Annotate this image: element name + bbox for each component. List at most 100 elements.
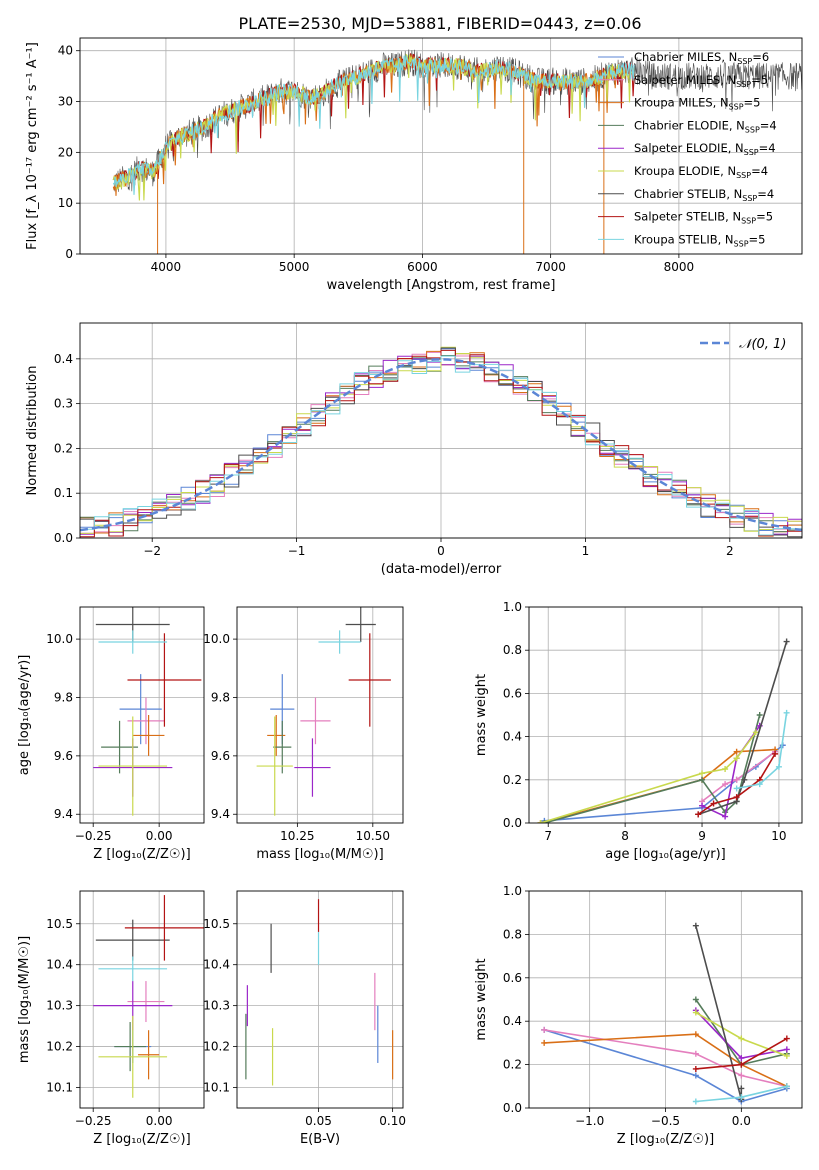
plot-area [537,638,790,823]
y-tick-label: 9.6 [211,749,230,763]
y-tick-label: 10 [58,196,73,210]
series-point [756,781,763,788]
series-point [783,638,790,645]
x-tick-label: 0.10 [379,1114,406,1128]
x-axis-label: Z [log₁₀(Z/Z☉)] [93,1132,190,1147]
y-tick-label: 0.2 [503,1058,522,1072]
series-point [710,800,717,807]
x-tick-label: 10.25 [280,829,314,843]
axes-frame [79,37,803,255]
panel-residuals: −2 −1 0 1 2 0.0 0.1 0.2 0.3 0.4 (data-model)/error… [25,322,803,577]
series-point [722,781,729,788]
x-tick-label: −0.5 [651,1114,680,1128]
y-tick-label: 20 [58,145,73,159]
y-tick-label: 1.0 [503,884,522,898]
series-point [783,1046,790,1053]
y-tick-label: 0.8 [503,927,522,941]
axes-frame [236,890,404,1109]
series-point [738,1035,745,1042]
panel-mass-weight-vs-Z: −1.0 −0.5 0.0 0.0 0.2 0.4 0.6 0.8 1.0 Z [log₁₀(Z/… [474,884,803,1147]
y-axis-label: mass [log₁₀(M/M☉)] [17,936,32,1063]
panel-mass-weight-vs-age: 7 8 9 10 0.0 0.2 0.4 0.6 0.8 1.0 age [log₁₀(age/yr… [474,600,803,862]
legend-value: =4 [760,118,777,132]
y-tick-label: 0.4 [503,1014,522,1028]
x-tick-label: −0.25 [75,1114,112,1128]
legend-value: =4 [759,141,776,155]
y-tick-label: 10.1 [203,1081,230,1095]
x-axis-label: (data-model)/error [381,562,502,577]
y-axis-label: mass weight [474,674,489,756]
legend-label: Kroupa STELIB, NSSP=5 [634,232,765,248]
series-line-salpeter-stelib [697,753,776,816]
series-point [692,922,699,929]
series-point [756,712,763,718]
x-axis-label: wavelength [Angstrom, rest frame] [327,278,556,293]
legend-subscript: SSP [734,239,749,248]
series-point [541,1039,548,1046]
series-line-chabrier-stelib [695,925,743,1100]
legend-value: =5 [756,210,773,224]
x-tick-label: 6000 [407,260,438,274]
x-tick-label: 10 [771,829,786,843]
y-tick-label: 10.3 [203,999,230,1013]
x-axis-label: Z [log₁₀(Z/Z☉)] [617,1132,714,1147]
panel-mass-vs-Z: −0.25 0.00 10.1 10.2 10.3 10.4 10.5 Z [log₁₀(Z/… [17,890,205,1147]
histogram-salpeter-stelib [80,349,802,538]
plot-area [245,899,394,1086]
series-point [733,776,740,783]
x-tick-label: −0.25 [75,829,112,843]
x-tick-label: 10.50 [356,829,390,843]
panel-age-vs-mass: 10.25 10.50 9.4 9.6 9.8 10.0 mass [log₁₀(M/M☉)… [203,606,404,862]
series-point [692,1065,699,1072]
y-tick-label: 0.0 [503,1101,522,1115]
x-tick-label: 0.05 [305,1114,332,1128]
series-point [783,1052,790,1059]
x-tick-label: 0.00 [146,829,173,843]
series-point [692,1098,699,1105]
y-tick-label: 0.1 [54,486,73,500]
x-tick-label: −1.0 [575,1114,604,1128]
y-tick-label: 10.1 [46,1081,73,1095]
legend-subscript: SSP [745,125,760,134]
x-tick-label: 4000 [151,260,182,274]
spectrum-line-kroupa-stelib [112,54,635,195]
x-tick-label: 0.0 [732,1114,751,1128]
x-tick-label: 8 [621,829,629,843]
plot-area [256,607,391,816]
y-tick-label: 0.0 [54,531,73,545]
x-tick-label: 7 [544,829,552,843]
x-tick-label: 8000 [664,260,695,274]
legend-label: Salpeter MILES, NSSP=5 [634,73,768,89]
x-tick-label: −2 [143,544,161,558]
y-tick-label: 0.6 [503,971,522,985]
y-tick-label: 10.0 [46,632,73,646]
y-tick-label: 10.2 [46,1040,73,1054]
panel-age-vs-Z: −0.25 0.00 9.4 9.6 9.8 10.0 Z [log₁₀(Z/Z☉)] age… [17,606,205,862]
axes-frame [79,322,803,539]
x-tick-label: 0.00 [146,1114,173,1128]
series-point [722,813,729,820]
spectrum-line-kroupa-miles [112,54,635,196]
legend-label: 𝒩(0, 1) [739,337,786,352]
series-point [772,750,779,757]
y-tick-label: 40 [58,44,73,58]
y-axis-label: age [log₁₀(age/yr)] [17,655,32,776]
series-point [537,820,544,823]
x-tick-label: 0 [437,544,445,558]
legend-value: =5 [749,232,766,246]
plot-area [93,895,204,1098]
y-tick-label: 10.4 [203,958,230,972]
x-tick-label: 2 [726,544,734,558]
x-tick-label: 9 [698,829,706,843]
y-tick-label: 0.8 [503,643,522,657]
legend-value: =4 [757,187,774,201]
legend-subscript: SSP [729,103,744,112]
y-tick-label: 9.4 [211,807,230,821]
panel-spectrum: 4000 5000 6000 7000 8000 0 10 20 30 40 wavelength … [25,37,803,293]
y-tick-label: 1.0 [503,600,522,614]
series-point [738,1085,745,1092]
series-line-chabrier-miles [543,1029,788,1103]
series-point [738,1055,745,1062]
x-tick-label: 7000 [535,260,566,274]
plot-area [112,49,802,254]
